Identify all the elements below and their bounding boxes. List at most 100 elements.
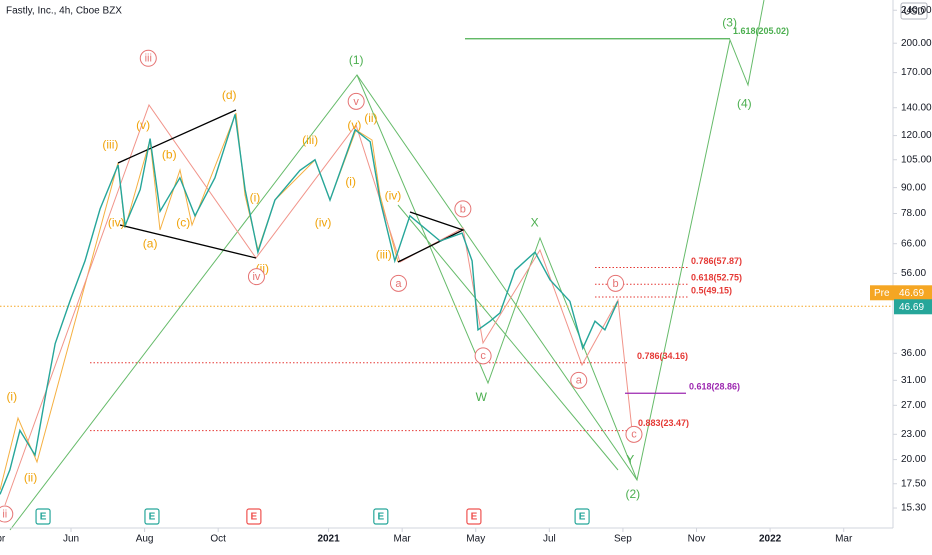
earnings-label: E xyxy=(377,512,384,523)
wave-label: ii xyxy=(2,508,7,520)
currency-label[interactable]: USD xyxy=(903,7,924,18)
plot-area: 0.786(57.87) 0.618(52.75) 0.5(49.15) 0.786(… xyxy=(0,0,893,531)
wave-label: (1) xyxy=(349,53,364,67)
y-tick-label: 120.00 xyxy=(901,130,932,141)
wave-label-circle xyxy=(139,49,157,67)
y-tick-label: 31.00 xyxy=(901,375,926,386)
y-tick-label: 90.00 xyxy=(901,182,926,193)
y-tick-label: 240.00 xyxy=(901,5,932,16)
y-tick-label: 170.00 xyxy=(901,67,932,78)
wave-line-pink xyxy=(4,103,633,506)
x-tick-label: Sep xyxy=(614,534,632,545)
x-tick-label: 2022 xyxy=(759,534,782,545)
fib-level-label: 0.5(49.15) xyxy=(691,285,732,295)
x-tick-label: Mar xyxy=(394,534,412,545)
wave-label: a xyxy=(576,375,583,387)
wave-label: (i) xyxy=(250,191,261,205)
wave-label: (iv) xyxy=(315,216,332,230)
y-tick-label: 105.00 xyxy=(901,154,932,165)
y-tick-label: 66.00 xyxy=(901,238,926,249)
earnings-marker xyxy=(35,508,51,525)
earnings-label: E xyxy=(579,512,586,523)
x-tick-label: Apr xyxy=(0,534,6,545)
wave-label-circle xyxy=(247,268,265,286)
y-tick-label: 27.00 xyxy=(901,400,926,411)
wave-label-circle xyxy=(474,347,492,365)
y-tick-label: 140.00 xyxy=(901,102,932,113)
x-tick-label: Jul xyxy=(543,534,556,545)
y-tick-label: 17.50 xyxy=(901,478,926,489)
y-tick-label: 36.00 xyxy=(901,348,926,359)
chart-title: Fastly, Inc., 4h, Cboe BZX xyxy=(6,6,122,17)
y-tick-label: 20.00 xyxy=(901,454,926,465)
wave-label: b xyxy=(460,203,466,215)
fib-level-label: 0.618(28.86) xyxy=(689,382,740,392)
earnings-label: E xyxy=(40,512,47,523)
y-tick-label: 78.00 xyxy=(901,208,926,219)
wave-label: c xyxy=(631,429,637,441)
wave-label: (iv) xyxy=(108,216,125,230)
wave-label: a xyxy=(395,278,402,290)
wave-label: (iii) xyxy=(376,248,392,262)
wave-label: (4) xyxy=(737,97,752,111)
wave-label: (2) xyxy=(626,487,641,501)
wave-label: Y xyxy=(626,452,634,466)
wave-label: (v) xyxy=(136,118,150,132)
earnings-marker xyxy=(574,508,590,525)
wave-label: b xyxy=(613,278,619,290)
price-line xyxy=(0,114,619,495)
earnings-marker xyxy=(246,508,262,525)
triangle-upper xyxy=(117,109,237,164)
wave-label: (v) xyxy=(347,118,361,132)
y-tick-label: 200.00 xyxy=(901,38,932,49)
wave-line-green-c xyxy=(397,204,619,471)
x-tick-label: 2021 xyxy=(317,534,340,545)
pre-price-tag xyxy=(870,285,932,301)
wave-label-circle xyxy=(454,200,472,218)
x-tick-label: Oct xyxy=(210,534,226,545)
pre-price-label: 46.69 xyxy=(899,288,924,299)
earnings-label: E xyxy=(149,512,156,523)
wave-line-green-wxy xyxy=(356,74,638,481)
triangle-lower xyxy=(119,224,257,259)
currency-box[interactable] xyxy=(900,2,928,20)
x-tick-label: Aug xyxy=(136,534,154,545)
last-price-label: 46.69 xyxy=(899,302,924,313)
y-tick-label: 15.30 xyxy=(901,503,926,514)
pre-label: Pre xyxy=(874,288,890,299)
earnings-marker xyxy=(373,508,389,525)
wave-label: (iii) xyxy=(302,133,318,147)
x-tick-label: Jun xyxy=(63,534,79,545)
earnings-label: E xyxy=(251,512,258,523)
last-price-tag xyxy=(894,299,932,315)
wave-label: (iii) xyxy=(102,138,118,152)
wave-label: iii xyxy=(145,53,152,65)
y-tick-label: 23.00 xyxy=(901,429,926,440)
wave-label-circle xyxy=(570,371,588,389)
wave-label: (i) xyxy=(345,174,356,188)
wave-label: W xyxy=(476,390,488,404)
y-tick-label: 56.00 xyxy=(901,268,926,279)
wave-label: X xyxy=(531,216,539,230)
wave-label: v xyxy=(353,96,359,108)
fib-level-label: 0.786(57.87) xyxy=(691,256,742,266)
wave-label: c xyxy=(480,350,486,362)
wave-label: (a) xyxy=(143,236,158,250)
wave-label: iv xyxy=(252,271,260,283)
fib-level-label: 0.883(23.47) xyxy=(638,418,689,428)
wave-label-circle xyxy=(607,274,625,292)
wave-label: (ii) xyxy=(24,470,37,484)
wave-label: (3) xyxy=(722,15,737,29)
wave-label: (iv) xyxy=(385,189,402,203)
wave-label-circle xyxy=(625,425,643,443)
fib-level-label: 0.786(34.16) xyxy=(637,351,688,361)
fib-level-label: 1.618(205.02) xyxy=(733,26,789,36)
wave-label-circle xyxy=(389,274,407,292)
wave-label: (ii) xyxy=(364,111,377,125)
x-tick-label: Nov xyxy=(688,534,706,545)
wave-label: (c) xyxy=(176,216,190,230)
x-tick-label: May xyxy=(466,534,485,545)
